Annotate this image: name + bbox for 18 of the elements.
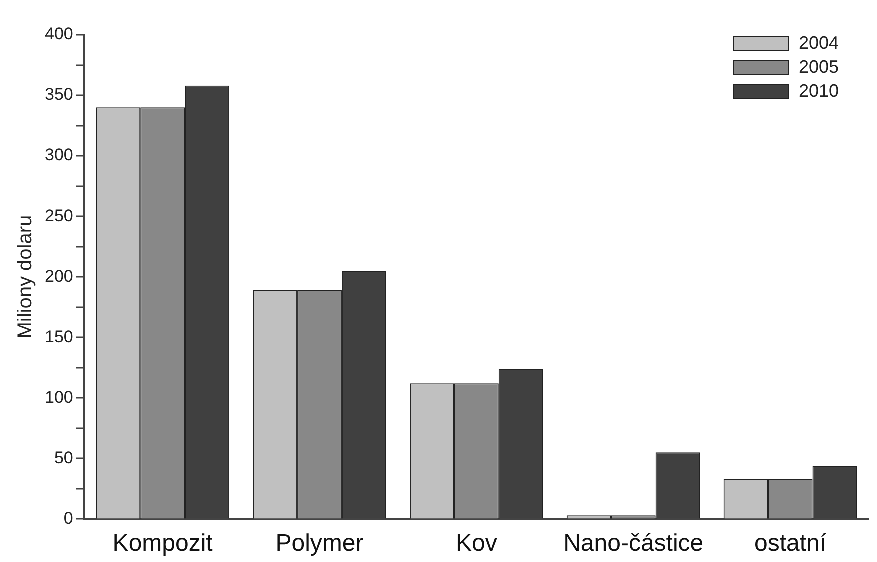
y-tick-label: 150 xyxy=(44,327,74,346)
y-tick-label: 300 xyxy=(44,146,74,165)
y-tick-label: 100 xyxy=(44,388,74,407)
legend-label: 2004 xyxy=(799,32,840,53)
y-tick-label: 0 xyxy=(64,508,74,528)
x-tick-label: Kompozit xyxy=(112,530,214,558)
y-tick-label: 250 xyxy=(44,206,74,226)
x-tick-label: Kov xyxy=(456,530,498,558)
legend-label: 2005 xyxy=(799,56,840,77)
x-tick-label: Nano-částice xyxy=(564,530,704,558)
y-tick-label: 400 xyxy=(44,24,74,44)
y-axis-title: Miliony dolaru xyxy=(14,215,37,339)
y-tick-label: 50 xyxy=(54,448,74,468)
legend-label: 2010 xyxy=(799,80,840,101)
y-tick-label: 350 xyxy=(44,85,74,104)
x-tick-label: ostatní xyxy=(754,530,827,558)
y-tick-label: 200 xyxy=(44,266,74,286)
x-tick-label: Polymer xyxy=(276,530,364,558)
